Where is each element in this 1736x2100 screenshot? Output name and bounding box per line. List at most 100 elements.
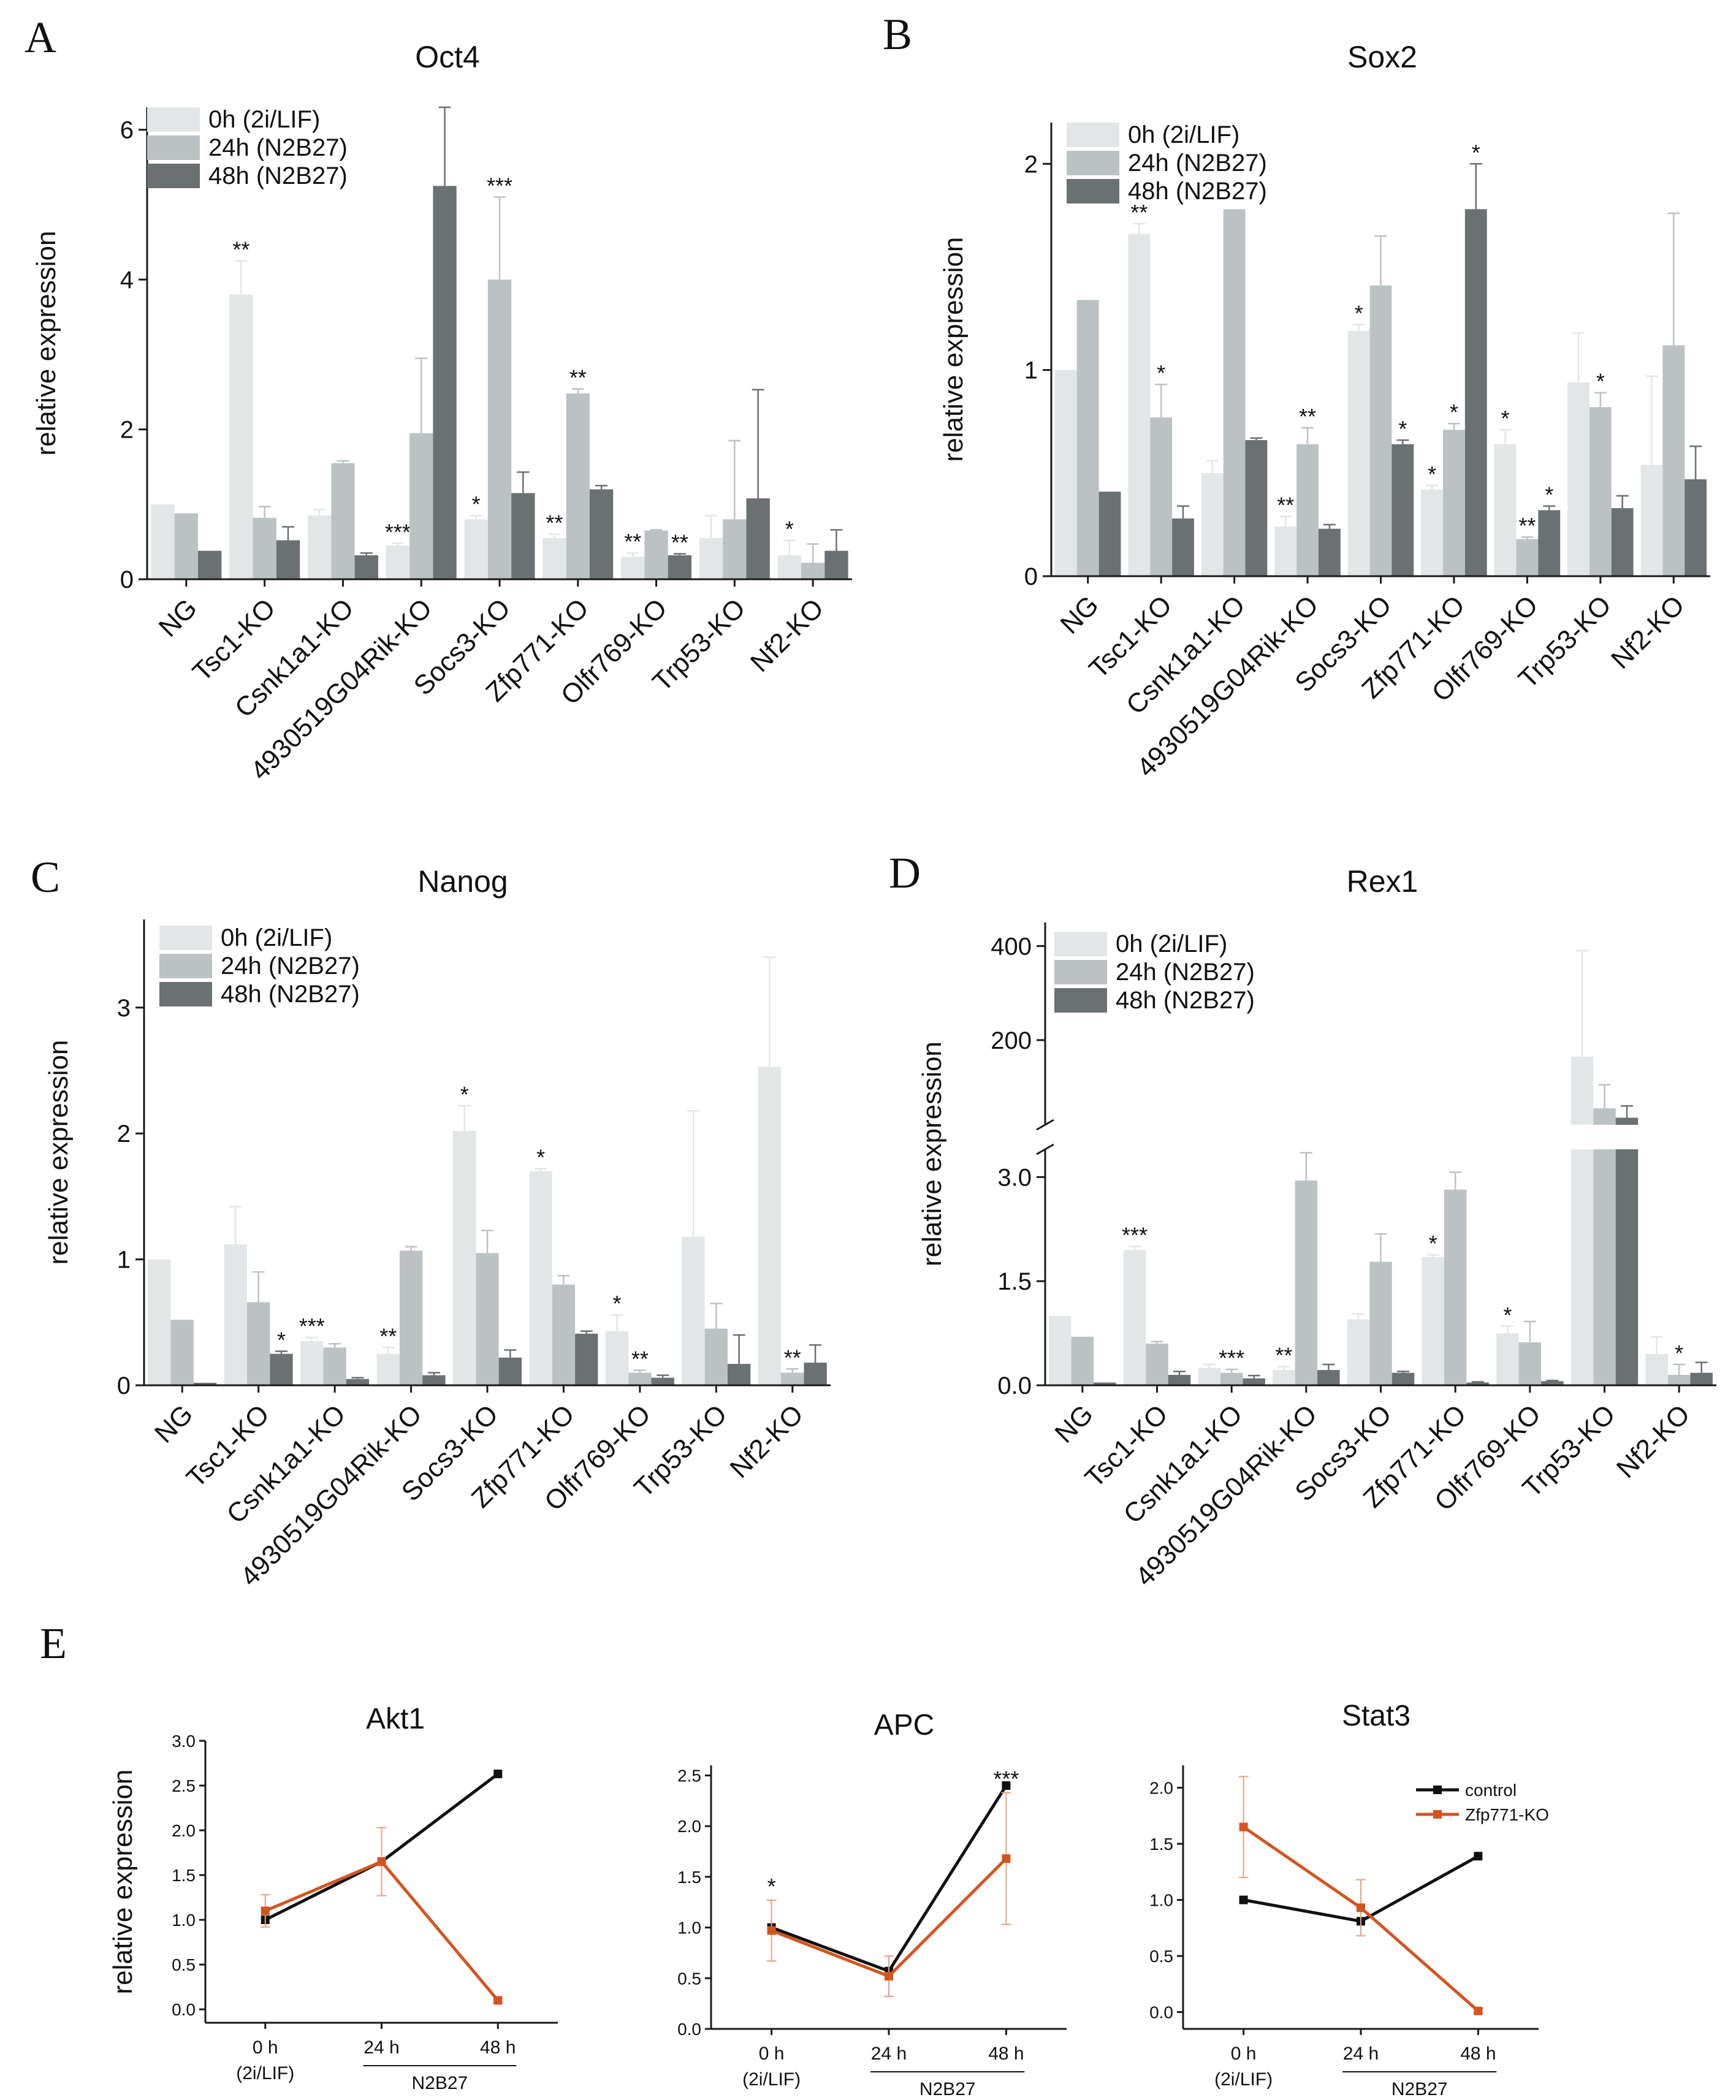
pe3-point bbox=[1474, 1852, 1483, 1861]
pa-bar bbox=[644, 530, 668, 579]
pb-bar bbox=[1640, 465, 1663, 576]
pd-bar bbox=[1369, 1261, 1392, 1385]
pe1-x-tick-label: 48 h bbox=[480, 2037, 516, 2058]
pa-legend-swatch bbox=[147, 164, 200, 188]
pa-legend-label: 0h (2i/LIF) bbox=[208, 106, 320, 133]
pe3-x-tick-label: 24 h bbox=[1343, 2044, 1379, 2064]
pb-bar bbox=[1685, 479, 1707, 576]
pb-significance: * bbox=[1355, 301, 1363, 326]
pc-bar bbox=[300, 1341, 324, 1385]
pe2-x-tick-label: 0 h bbox=[759, 2044, 785, 2064]
pc-legend-swatch bbox=[159, 982, 212, 1006]
pe1-y-tick-label: 1.5 bbox=[172, 1866, 196, 1885]
pb-bar bbox=[1076, 300, 1099, 576]
pb-category-label: NG bbox=[1054, 590, 1104, 639]
pd-bar bbox=[1071, 1336, 1094, 1385]
pa-significance: *** bbox=[385, 519, 411, 544]
pb-bar bbox=[1098, 492, 1121, 576]
pc-bar bbox=[148, 1259, 171, 1385]
pc-legend-label: 24h (N2B27) bbox=[221, 953, 360, 980]
pc-bar bbox=[605, 1331, 629, 1385]
pb-bar bbox=[1054, 370, 1077, 576]
pe3-point bbox=[1474, 2006, 1483, 2015]
pd-bar bbox=[1593, 1108, 1616, 1125]
pb-bar bbox=[1464, 209, 1487, 577]
pd-bar bbox=[1220, 1372, 1243, 1385]
pe3-y-tick-label: 1.5 bbox=[1149, 1835, 1173, 1854]
pe3-y-tick-label: 0.5 bbox=[1149, 1947, 1173, 1966]
pe2-y-tick-label: 0.0 bbox=[677, 2020, 701, 2039]
pd-y-tick-label: 0.0 bbox=[997, 1372, 1032, 1399]
pc-y-tick-label: 0 bbox=[117, 1372, 131, 1399]
pa-y-tick-label: 0 bbox=[120, 566, 134, 593]
pb-bar bbox=[1201, 473, 1224, 576]
pd-legend-swatch bbox=[1054, 988, 1107, 1013]
pd-legend-label: 0h (2i/LIF) bbox=[1116, 930, 1227, 957]
pb-bar bbox=[1128, 234, 1151, 576]
pa-bar bbox=[354, 555, 378, 579]
pe2-x-group-label: N2B27 bbox=[919, 2079, 976, 2099]
pd-significance: *** bbox=[1219, 1345, 1244, 1371]
pd-significance: *** bbox=[1122, 1223, 1148, 1248]
pe3-x-group-label: N2B27 bbox=[1391, 2079, 1448, 2099]
pd-bar bbox=[1317, 1370, 1340, 1385]
pb-legend-swatch bbox=[1067, 123, 1119, 147]
pc-bar bbox=[346, 1379, 370, 1385]
pb-legend-swatch bbox=[1067, 151, 1119, 175]
pe1-y-tick-label: 0.0 bbox=[172, 2000, 196, 2019]
pe1-x-sublabel: (2i/LIF) bbox=[236, 2063, 294, 2083]
pe2-y-tick-label: 2.0 bbox=[677, 1817, 701, 1836]
pe2-point bbox=[1002, 1781, 1011, 1790]
pa-bar bbox=[253, 517, 276, 579]
pa-legend-swatch bbox=[147, 135, 200, 160]
pb-significance: * bbox=[1428, 462, 1436, 487]
pe1-x-tick-label: 0 h bbox=[253, 2037, 278, 2058]
pd-bar bbox=[1518, 1342, 1542, 1385]
pc-bar bbox=[323, 1347, 346, 1385]
pa-bar bbox=[777, 555, 801, 579]
pe2-significance: * bbox=[767, 1874, 776, 1899]
pc-legend-label: 48h (N2B27) bbox=[221, 981, 360, 1008]
pa-bar bbox=[621, 557, 645, 579]
pa-bar bbox=[198, 550, 222, 579]
pa-bar bbox=[589, 489, 614, 579]
pa-bar bbox=[668, 555, 692, 579]
pd-bar bbox=[1094, 1382, 1116, 1385]
pc-bar bbox=[704, 1328, 728, 1385]
pe2-point bbox=[885, 1972, 893, 1980]
pa-bar bbox=[801, 563, 825, 579]
pb-title: Sox2 bbox=[1347, 40, 1417, 74]
pc-significance: ** bbox=[379, 1323, 397, 1349]
pc-significance: * bbox=[460, 1082, 469, 1107]
pd-y-tick-label: 1.5 bbox=[997, 1268, 1032, 1295]
pe1-point bbox=[493, 1996, 503, 2005]
pb-bar bbox=[1318, 528, 1341, 576]
pa-bar bbox=[511, 493, 535, 579]
pb-bar bbox=[1589, 407, 1612, 576]
pb-bar bbox=[1172, 518, 1194, 576]
pd-bar bbox=[1347, 1319, 1370, 1385]
pb-bar bbox=[1223, 209, 1246, 577]
pb-significance: ** bbox=[1277, 492, 1294, 517]
pc-bar bbox=[498, 1357, 522, 1385]
pe1-y-tick-label: 3.0 bbox=[172, 1732, 196, 1751]
pa-significance: *** bbox=[487, 173, 512, 199]
pc-significance: ** bbox=[784, 1345, 801, 1370]
pc-bar bbox=[804, 1363, 827, 1385]
pa-bar bbox=[409, 433, 433, 579]
pc-bar bbox=[170, 1320, 194, 1385]
pc-y-tick-label: 3 bbox=[117, 995, 131, 1022]
pe3-title: Stat3 bbox=[1342, 1700, 1410, 1732]
pc-category-label: Nf2-KO bbox=[724, 1399, 809, 1483]
pe1-point bbox=[261, 1906, 270, 1915]
pc-category-label: NG bbox=[149, 1399, 199, 1448]
pb-bar bbox=[1611, 508, 1634, 576]
pc-title: Nanog bbox=[417, 864, 508, 899]
pe1-x-tick-label: 24 h bbox=[364, 2037, 399, 2058]
pc-bar bbox=[422, 1375, 446, 1385]
pb-bar bbox=[1443, 430, 1465, 576]
pe2-y-tick-label: 2.5 bbox=[677, 1767, 701, 1786]
pb-bar bbox=[1391, 444, 1414, 576]
pb-legend-label: 0h (2i/LIF) bbox=[1128, 121, 1239, 148]
pb-bar bbox=[1296, 444, 1319, 576]
